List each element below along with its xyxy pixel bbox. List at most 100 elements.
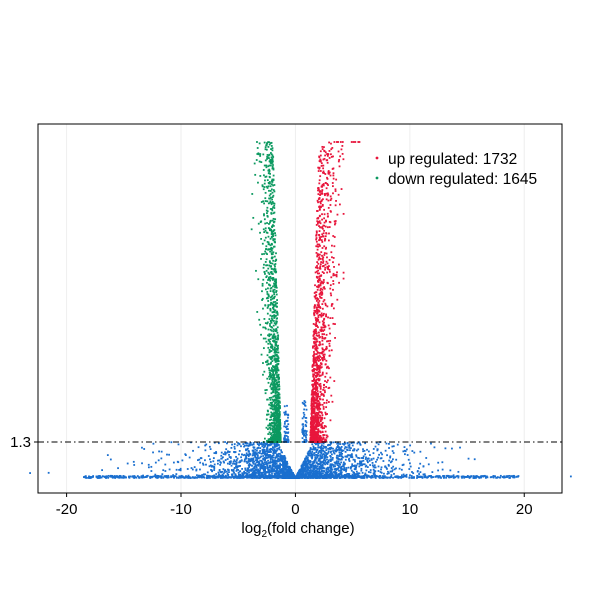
up-point-1451 [313, 387, 316, 390]
up-point-93 [322, 184, 325, 187]
ns-point-1203 [229, 476, 232, 479]
up-point-1000 [313, 402, 315, 404]
up-point-264 [315, 411, 318, 414]
ns-point-370 [517, 475, 520, 477]
ns-point-2818 [246, 470, 249, 473]
up-point-689 [319, 391, 322, 393]
up-point-1424 [317, 254, 320, 257]
ns-point-2734 [288, 468, 291, 471]
up-point-952 [324, 302, 327, 305]
ns-point-686 [118, 474, 121, 477]
ns-point-1758 [248, 471, 250, 474]
up-point-1168 [313, 373, 316, 376]
ns-point-3153 [313, 447, 316, 450]
ns-point-542 [455, 475, 458, 478]
up-point-1628 [314, 435, 317, 438]
ns-point-3394 [304, 440, 307, 443]
up-point-1309 [315, 320, 318, 323]
ns-point-3016 [215, 452, 217, 455]
ns-point-611 [416, 475, 419, 477]
up-point-1191 [318, 190, 321, 193]
up-point-1654 [324, 237, 326, 240]
ns-point-819 [236, 457, 239, 460]
ns-point-621 [427, 475, 430, 478]
up-point-1264 [316, 420, 319, 422]
up-point-338 [318, 230, 321, 233]
ns-point-2057 [423, 473, 426, 476]
ns-point-2287 [331, 457, 334, 459]
ns-point-1516 [312, 471, 315, 474]
up-point-1730 [314, 338, 316, 341]
ns-point-2180 [218, 469, 221, 471]
up-point-1217 [333, 266, 335, 268]
ns-point-514 [198, 476, 201, 479]
ns-point-2832 [297, 472, 299, 474]
up-point-677 [321, 241, 324, 243]
ns-point-695 [165, 475, 168, 477]
ns-point-1019 [333, 452, 336, 455]
ns-point-3267 [258, 469, 261, 472]
ns-point-3096 [308, 475, 311, 478]
ns-point-2973 [290, 470, 293, 473]
ns-point-1726 [422, 473, 425, 476]
up-point-1644 [312, 439, 315, 441]
ns-point-3210 [282, 468, 284, 471]
up-point-1618 [326, 154, 329, 157]
up-point-1023 [318, 423, 321, 426]
ns-point-1060 [419, 471, 422, 474]
down-point-93 [266, 281, 268, 284]
ns-point-2872 [301, 472, 304, 475]
up-point-558 [321, 227, 324, 230]
ns-point-2849 [374, 474, 376, 476]
ns-point-650 [119, 476, 121, 479]
up-point-1170 [320, 162, 323, 165]
up-point-601 [311, 430, 314, 433]
up-point-886 [322, 158, 325, 161]
ns-point-3098 [311, 456, 314, 459]
up-point-1108 [319, 237, 322, 240]
ns-point-2995 [249, 474, 252, 477]
ns-point-3068 [314, 464, 317, 467]
ns-point-1821 [392, 465, 395, 468]
ns-point-2077 [372, 457, 375, 460]
ns-point-714 [362, 459, 365, 462]
ns-point-2683 [358, 457, 361, 460]
up-point-681 [332, 192, 334, 195]
ns-point-3330 [284, 421, 286, 423]
up-point-1049 [314, 311, 317, 313]
ns-point-3085 [315, 469, 318, 472]
ns-point-1678 [261, 461, 264, 464]
up-point-1553 [314, 364, 316, 367]
ns-point-2962 [329, 459, 332, 461]
ns-point-2843 [408, 462, 411, 465]
ns-point-914 [364, 474, 366, 477]
up-point-156 [319, 265, 322, 268]
ns-point-2868 [322, 442, 325, 445]
ns-point-2126 [359, 460, 362, 463]
up-point-1255 [311, 424, 313, 427]
up-point-1493 [319, 245, 321, 247]
ns-point-2164 [221, 473, 224, 476]
ns-point-1874 [338, 449, 341, 452]
up-point-1602 [323, 252, 326, 254]
ns-point-3226 [335, 473, 337, 475]
ns-point-3216 [339, 447, 341, 450]
ns-point-1077 [372, 472, 375, 475]
up-point-213 [317, 425, 320, 428]
up-point-512 [322, 330, 325, 332]
up-point-1397 [318, 156, 321, 159]
up-point-1165 [321, 303, 324, 305]
ns-point-2288 [219, 461, 222, 464]
up-point-309 [321, 226, 323, 229]
ns-point-2551 [345, 470, 347, 473]
up-point-1665 [314, 360, 317, 363]
ns-point-2565 [319, 455, 322, 458]
ns-point-3170 [257, 477, 260, 479]
ns-point-253 [460, 475, 463, 478]
ns-point-38 [156, 476, 158, 479]
up-point-1603 [310, 409, 313, 412]
ns-point-3092 [317, 473, 320, 475]
ns-point-442 [503, 475, 506, 478]
up-point-70 [318, 253, 321, 256]
